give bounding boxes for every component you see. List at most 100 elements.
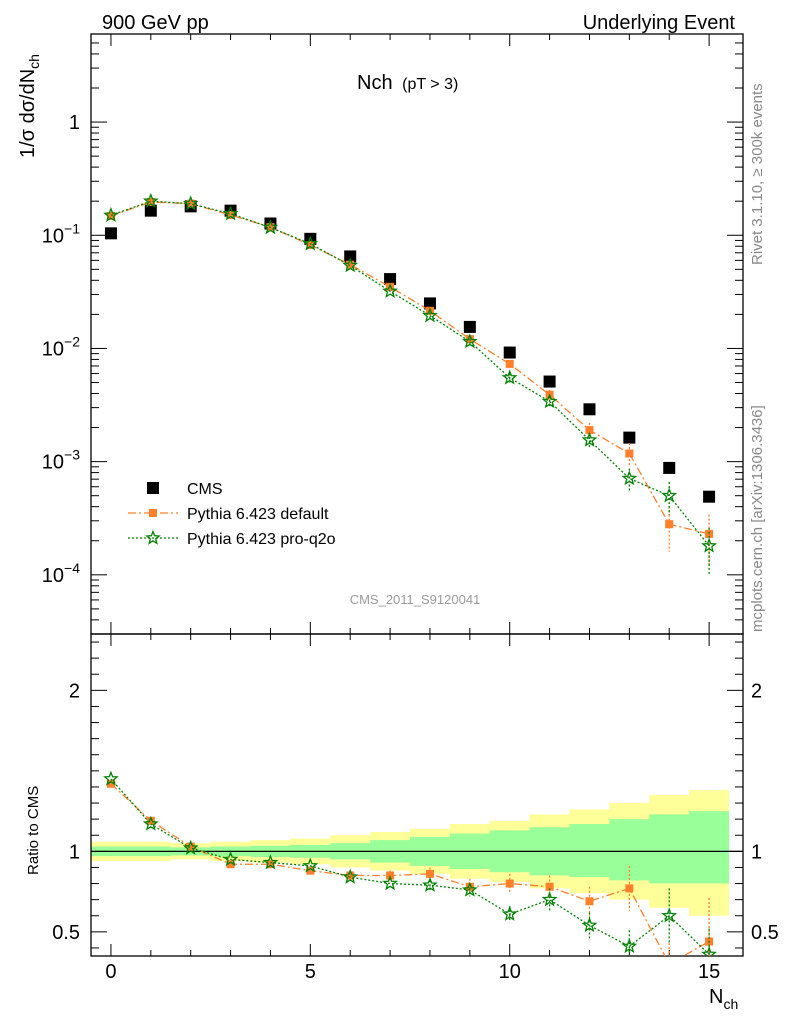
- ratio-data-point: [142, 815, 159, 831]
- main-data-point: [663, 461, 676, 474]
- xlabel: Nch: [709, 986, 738, 1012]
- main-data-point: [703, 490, 716, 503]
- ratio-data-point: [505, 879, 514, 888]
- ratio-ytick-label-right: 2: [751, 680, 762, 702]
- ratio-axis-ticks: 0 5 10 15 0.5 0.5 1 1 2 2: [52, 634, 779, 983]
- ratio-data-point: [621, 937, 638, 954]
- main-series: [103, 192, 718, 575]
- ratio-data-point: [266, 860, 275, 869]
- ratio-data-point: [425, 869, 434, 878]
- analysis-watermark: CMS_2011_S9120041: [350, 592, 481, 607]
- ratio-series-line: [110, 778, 710, 955]
- main-data-point: [583, 403, 596, 416]
- main-ytick-label: 10−2: [42, 333, 80, 360]
- main-ytick-label: 10−4: [42, 560, 80, 587]
- ratio-data-point: [585, 897, 594, 906]
- main-ytick-label: 10−1: [42, 220, 80, 247]
- legend-marker: [147, 482, 159, 494]
- main-data-point: [146, 197, 155, 206]
- ratio-data-point: [422, 876, 438, 892]
- main-data-point: [386, 282, 395, 291]
- main-data-point: [302, 235, 319, 251]
- main-data-point: [585, 426, 594, 435]
- main-data-point: [106, 211, 115, 220]
- ratio-data-point: [302, 857, 319, 873]
- main-data-point: [621, 470, 638, 486]
- ratio-ytick-label: 0.5: [52, 922, 80, 944]
- main-data-point: [382, 283, 399, 298]
- legend-marker: [145, 529, 161, 545]
- legend-label: CMS: [187, 481, 223, 498]
- main-data-point: [226, 211, 235, 220]
- main-ytick-label: 1: [69, 112, 80, 134]
- main-data-point: [543, 375, 556, 388]
- legend: CMS Pythia 6.423 default Pythia 6.423 pro-…: [128, 481, 336, 548]
- panel-title-sub: (pT > 3): [402, 76, 458, 93]
- ratio-band-green: [91, 811, 730, 884]
- main-data-point: [503, 346, 516, 359]
- main-data-point: [705, 529, 714, 538]
- xtick-label: 0: [105, 961, 116, 983]
- ratio-data-point: [541, 891, 558, 907]
- ratio-data-point: [581, 917, 598, 933]
- header-right: Underlying Event: [583, 12, 736, 34]
- legend-item: Pythia 6.423 default: [128, 506, 329, 523]
- ratio-data-point: [146, 816, 155, 825]
- xtick-label: 10: [499, 961, 521, 983]
- ratio-data-point: [306, 866, 315, 875]
- panel-title: Nch (pT > 3): [357, 72, 458, 94]
- legend-label: Pythia 6.423 default: [187, 506, 329, 523]
- ratio-data-point: [661, 907, 678, 923]
- main-data-point: [623, 431, 636, 444]
- main-data-point: [342, 257, 359, 273]
- ratio-data-point: [103, 770, 119, 786]
- main-data-point: [581, 431, 598, 447]
- ratio-data-point: [346, 871, 355, 880]
- ratio-data-point: [106, 779, 115, 788]
- ratio-data-point: [501, 905, 518, 921]
- main-ytick-label-exp: −1: [64, 220, 80, 236]
- ratio-data-point: [625, 884, 634, 893]
- header-left: 900 GeV pp: [102, 12, 209, 34]
- ratio-data-point: [182, 839, 199, 855]
- main-data-point: [186, 199, 195, 208]
- main-data-point: [661, 487, 678, 503]
- ratio-data-point: [665, 960, 673, 968]
- xtick-label: 5: [305, 961, 316, 983]
- ratio-ytick-label: 2: [69, 680, 80, 702]
- main-data-point: [625, 449, 634, 458]
- main-ytick-label-base: 10: [42, 338, 64, 360]
- main-series-2: [103, 192, 718, 575]
- main-series-line: [110, 201, 710, 535]
- ratio-series-0: [106, 779, 714, 968]
- ratio-ytick-label-right: 0.5: [751, 922, 779, 944]
- main-ytick-label-base: 10: [42, 452, 64, 474]
- main-ylabel-sub: ch: [26, 54, 42, 69]
- main-data-point: [701, 537, 718, 553]
- legend-item: CMS: [147, 481, 223, 498]
- ratio-data-point: [342, 868, 359, 884]
- ratio-data-point: [462, 881, 478, 897]
- main-data-point: [262, 219, 279, 235]
- ratio-ylabel: Ratio to CMS: [25, 786, 42, 875]
- ratio-data-point: [701, 946, 717, 956]
- xtick-label: 15: [698, 961, 720, 983]
- legend-item: Pythia 6.423 pro-q2o: [128, 529, 336, 548]
- main-data-point: [306, 241, 315, 250]
- main-data-point: [142, 192, 159, 208]
- main-ytick-label-exp: −3: [64, 447, 80, 463]
- ratio-series-1: [103, 770, 717, 956]
- ratio-data-point: [545, 882, 554, 891]
- main-data-point: [344, 250, 357, 263]
- ratio-series: [103, 770, 717, 968]
- ratio-data-point: [465, 882, 474, 891]
- main-ytick-label-base: 10: [42, 225, 64, 247]
- main-ytick-label-exp: −2: [64, 333, 80, 349]
- ratio-data-point: [382, 875, 399, 891]
- main-axis-ticks: 110−110−210−310−4: [42, 33, 743, 635]
- main-data-point: [384, 273, 397, 286]
- main-ylabel: 1/σ dσ/dNch: [17, 54, 42, 158]
- main-data-point: [422, 307, 438, 323]
- main-data-point: [144, 204, 157, 217]
